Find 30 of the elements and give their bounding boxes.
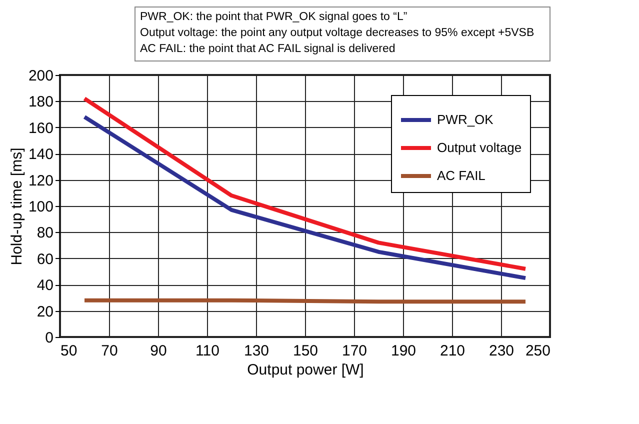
y-tick-label: 20 [36, 303, 54, 320]
y-axis-title: Hold-up time [ms] [8, 148, 26, 266]
x-tick-label: 210 [440, 342, 466, 360]
y-tick-label: 120 [28, 172, 54, 190]
y-tick-label: 140 [28, 146, 54, 164]
y-tick-label: 0 [45, 330, 54, 346]
x-tick-label: 90 [150, 342, 167, 360]
y-tick-label: 200 [28, 68, 54, 84]
x-tick-label: 130 [244, 342, 270, 360]
x-tick-label: 50 [60, 342, 78, 360]
y-tick-label: 180 [28, 94, 54, 111]
x-tick-label: 230 [488, 342, 514, 360]
x-tick-label: 150 [292, 342, 318, 360]
x-tick-label: 250 [525, 342, 550, 360]
text: AC FAIL: the point that AC FAIL signal is delivered [140, 43, 396, 55]
legend-label: AC FAIL [437, 168, 486, 183]
y-tick-label: 100 [28, 198, 54, 216]
legend-label: PWR_OK [437, 112, 494, 127]
text: Output voltage: the point any output voltage decreases to 95% except +5VSB [140, 27, 534, 39]
legend-label: Output voltage [437, 140, 522, 155]
y-tick-label: 60 [36, 250, 54, 268]
x-tick-label: 70 [101, 342, 118, 360]
x-tick-label: 170 [342, 342, 368, 360]
y-tick-label: 40 [36, 277, 54, 294]
x-tick-label: 190 [390, 342, 416, 360]
y-tick-label: 80 [36, 224, 54, 242]
y-tick-label: 160 [28, 120, 54, 137]
x-axis-title: Output power [W] [247, 362, 364, 378]
text: PWR_OK: the point that PWR_OK signal goes to “L” [140, 11, 408, 23]
x-tick-label: 110 [196, 342, 220, 360]
